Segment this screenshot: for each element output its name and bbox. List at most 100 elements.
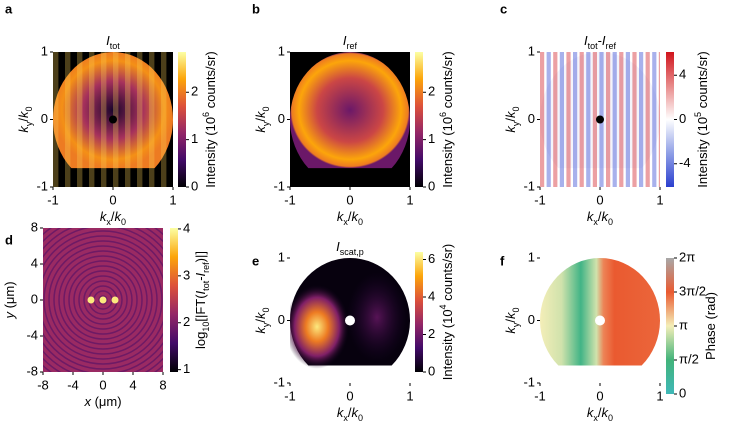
- lobe: [290, 284, 349, 369]
- detector-disc: [540, 258, 660, 366]
- ring: [73, 270, 133, 330]
- y-axis-label: y (μm): [2, 281, 17, 319]
- x-tick-label: 1: [656, 192, 663, 207]
- colorbar-label-part: Intensity (10: [440, 117, 455, 188]
- fringe: [658, 52, 660, 187]
- image: [290, 52, 410, 169]
- x-tick-label: 8: [159, 377, 166, 392]
- fringe: [625, 52, 630, 187]
- fringe: [619, 52, 624, 187]
- fringe: [573, 52, 578, 187]
- x-axis-label-part: /: [598, 209, 602, 224]
- panel-title-part: scat,p: [340, 247, 364, 257]
- x-axis-label: kx/k0: [337, 405, 363, 423]
- peak: [111, 296, 119, 304]
- colorbar: [178, 52, 186, 187]
- center-block: [596, 115, 604, 124]
- x-tick-label: 4: [129, 377, 136, 392]
- image: [53, 52, 173, 187]
- y-axis-label: ky/k0: [253, 106, 271, 132]
- ring: [78, 275, 128, 325]
- fringe: [546, 52, 551, 187]
- y-axis-label-part: k: [16, 110, 31, 118]
- fringe: [559, 52, 564, 187]
- colorbar-label-part: Phase (rad): [703, 292, 718, 360]
- detector-disc: [290, 52, 410, 169]
- fringe: [89, 52, 95, 187]
- x-tick-label: 0: [99, 377, 106, 392]
- x-tick-label: 0: [109, 192, 116, 207]
- x-tick-label: 0: [596, 388, 603, 403]
- colorbar-label-part: 4: [438, 304, 448, 309]
- x-axis-label: kx/k0: [587, 405, 613, 423]
- colorbar-label-part: 5: [693, 112, 703, 117]
- colorbar-tick-label: 4: [428, 288, 435, 303]
- x-tick-label: 1: [406, 192, 413, 207]
- fringe: [586, 52, 591, 187]
- x-axis-label-part: k: [602, 405, 610, 420]
- panel-letter: d: [5, 232, 13, 247]
- ring: [48, 245, 158, 355]
- panel-title-part: ref: [606, 41, 617, 51]
- image: [43, 228, 163, 372]
- peak: [99, 296, 107, 304]
- colorbar: [415, 252, 423, 372]
- x-tick-label: 1: [169, 192, 176, 207]
- y-tick-label: -8: [26, 363, 38, 378]
- fringe: [125, 52, 131, 187]
- y-tick-label: 0: [528, 312, 535, 327]
- panel-letter: c: [500, 1, 507, 16]
- image: [540, 258, 660, 366]
- colorbar-label-part: counts/sr): [440, 51, 455, 112]
- x-tick-label: -1: [47, 192, 59, 207]
- colorbar-tick-label: 1: [191, 131, 198, 146]
- y-axis-label-part: k: [503, 110, 518, 118]
- x-tick-label: 0: [596, 192, 603, 207]
- x-axis-label-part: x: [83, 394, 91, 409]
- fringe: [632, 52, 637, 187]
- x-axis-label-part: k: [337, 209, 345, 224]
- x-axis-label-part: x: [343, 413, 348, 423]
- y-tick-label: -1: [523, 374, 535, 389]
- y-axis-label-part: y: [511, 121, 521, 126]
- ring: [63, 260, 143, 340]
- fringe: [579, 52, 584, 187]
- x-axis-label-part: k: [100, 209, 108, 224]
- y-axis-label-part: k: [253, 125, 268, 133]
- panel-title: Itot: [106, 33, 120, 51]
- ring: [53, 250, 153, 350]
- ring: [43, 240, 163, 360]
- panel-letter: a: [5, 1, 13, 16]
- fringe: [652, 52, 657, 187]
- y-tick-label: 0: [31, 291, 38, 306]
- y-axis-label-part: 0: [511, 307, 521, 312]
- colorbar-tick-label: -4: [679, 155, 691, 170]
- colorbar: [666, 258, 674, 394]
- y-axis-label-part: k: [503, 326, 518, 334]
- colorbar-label-part: 10: [201, 322, 211, 332]
- x-axis-label-part: 0: [121, 217, 126, 227]
- y-axis-label-part: 0: [511, 106, 521, 111]
- panel-title-part: I: [106, 33, 110, 48]
- colorbar-label-part: I: [193, 290, 208, 294]
- y-axis-label-part: 0: [261, 307, 271, 312]
- panel-title: Iref: [343, 33, 358, 51]
- x-tick-label: -1: [284, 192, 296, 207]
- y-axis-label-part: k: [503, 125, 518, 133]
- panel-title-part: tot: [110, 41, 121, 51]
- y-tick-label: 0: [278, 111, 285, 126]
- x-axis-label-part: x: [106, 217, 111, 227]
- x-axis-label-part: 0: [358, 217, 363, 227]
- colorbar-label-part: [|FT(: [193, 294, 208, 322]
- y-axis-label-part: y: [261, 322, 271, 327]
- panel-title-part: tot: [588, 41, 599, 51]
- panel-letter: e: [252, 253, 259, 268]
- colorbar-tick-label: 0: [428, 178, 435, 193]
- y-axis-label: ky/k0: [16, 106, 34, 132]
- x-axis-label: x (μm): [83, 394, 121, 409]
- colorbar-label: Intensity (104 counts/sr): [438, 244, 455, 381]
- colorbar-tick-label: 2: [428, 84, 435, 99]
- y-axis-label-part: y: [2, 311, 17, 320]
- colorbar-label: Intensity (105 counts/sr): [693, 51, 710, 188]
